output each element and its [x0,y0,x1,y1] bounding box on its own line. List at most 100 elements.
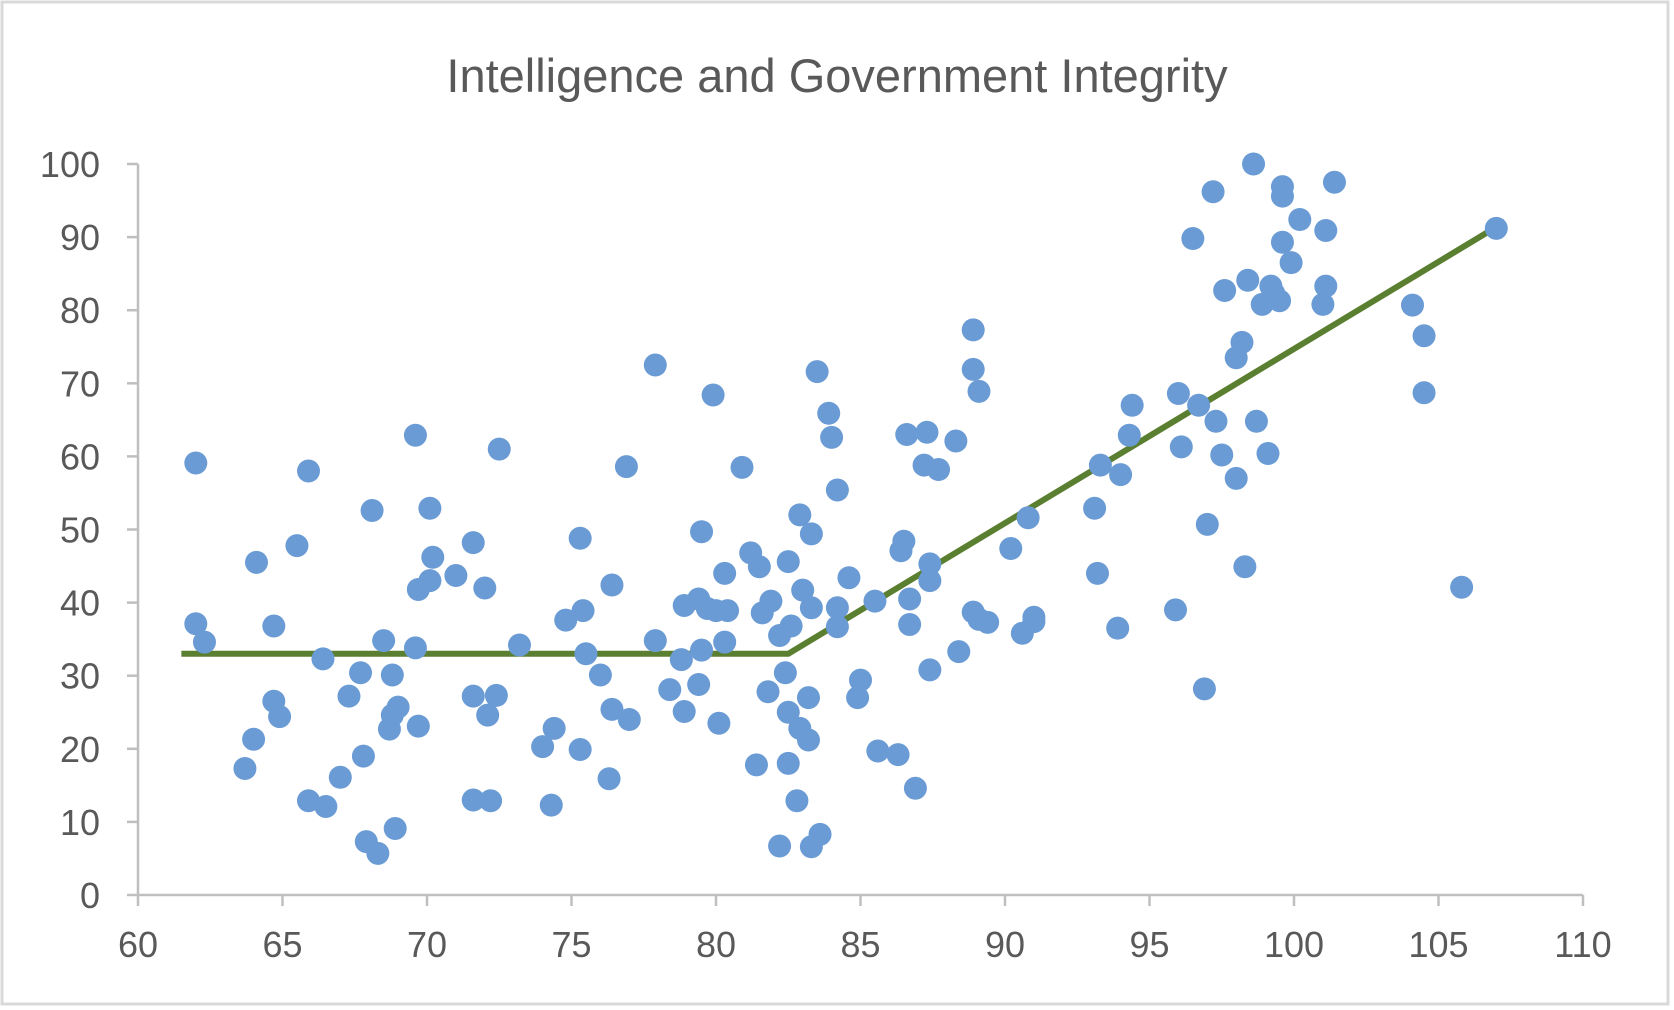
data-point [918,569,942,593]
data-point [776,550,800,574]
data-point [892,529,916,553]
data-point [1412,324,1436,348]
data-point [1213,278,1237,302]
data-point [690,520,714,544]
data-point [297,789,321,813]
data-point [444,564,468,588]
data-point [1210,443,1234,467]
y-tick-label: 70 [60,363,100,404]
data-point [1256,441,1280,465]
data-point [643,353,667,377]
data-point [507,633,531,657]
data-point [643,629,667,653]
data-point [328,765,352,789]
x-tick-label: 110 [1554,924,1611,965]
data-point [1088,453,1112,477]
data-point [461,788,485,812]
data-point [403,636,427,660]
data-point [473,576,497,600]
data-point [944,429,968,453]
data-point [574,642,598,666]
data-point [461,684,485,708]
data-point [820,425,844,449]
data-point [1192,677,1216,701]
data-point [866,739,890,763]
data-point [380,663,404,687]
data-point [701,383,725,407]
data-point [349,661,373,685]
data-point [406,714,430,738]
data-point [1083,496,1107,520]
data-point [568,738,592,762]
data-point [713,630,737,654]
y-tick-label: 60 [60,436,100,477]
y-tick-label: 0 [80,875,100,916]
data-point [1120,393,1144,417]
data-point [242,727,266,751]
chart-title: Intelligence and Government Integrity [446,49,1228,102]
data-point [849,668,872,692]
data-point [418,569,442,593]
data-point [658,678,682,702]
data-point [617,708,641,732]
data-point [614,455,638,479]
y-tick-label: 20 [60,729,100,770]
data-point [1085,561,1109,585]
data-point [372,629,396,653]
data-point [597,767,621,791]
data-point [776,751,800,775]
data-point [961,318,985,342]
data-point [571,599,595,623]
data-point [768,834,792,858]
data-point [262,614,286,638]
data-point [421,545,445,569]
data-point [886,743,910,767]
data-point [1016,506,1040,530]
data-point [1164,598,1188,622]
data-point [927,458,951,482]
data-point [967,379,991,403]
data-point [1233,555,1257,579]
data-point [1117,423,1141,447]
data-point [244,550,268,574]
data-point [915,420,939,444]
data-point [479,789,503,813]
data-point [976,610,1000,634]
data-point [799,522,823,546]
data-point [744,753,768,777]
data-point [796,728,820,752]
data-point [184,451,208,475]
data-point [690,638,714,662]
data-point [1201,180,1225,204]
data-point [756,680,780,704]
data-point [1169,435,1193,459]
data-point [487,437,511,461]
data-point [918,552,942,576]
data-point [808,822,832,846]
data-point [366,841,390,865]
data-point [1288,208,1312,232]
data-point [1242,152,1266,176]
data-point [773,661,797,685]
data-point [1314,274,1338,298]
x-tick-label: 65 [262,924,302,965]
data-point [1195,512,1219,536]
data-point [785,789,809,813]
data-point [796,686,820,710]
data-point [776,700,800,724]
x-tick-label: 90 [985,924,1025,965]
data-point [386,695,410,719]
data-point [779,614,803,638]
data-point [1484,216,1508,240]
data-point [799,596,823,620]
data-point [759,589,783,613]
data-point [947,640,971,664]
data-point [1314,219,1338,243]
data-point [476,703,500,727]
data-point [1270,230,1294,254]
data-point [1322,170,1346,194]
data-point [999,537,1023,561]
x-tick-label: 100 [1264,924,1324,965]
